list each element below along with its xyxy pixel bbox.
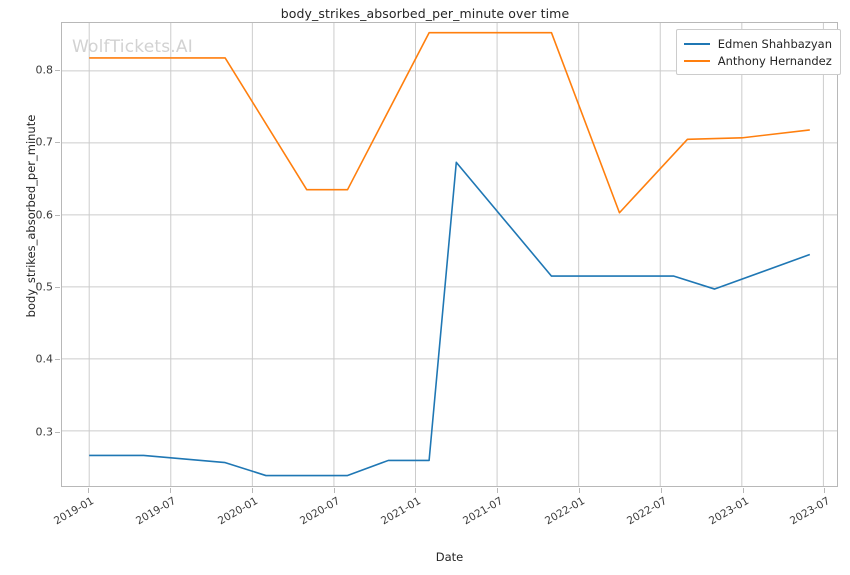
- y-tick-mark: [55, 70, 60, 72]
- y-tick-mark: [55, 287, 60, 289]
- x-tick-label: 2021-07: [461, 495, 506, 528]
- y-tick-mark: [55, 359, 60, 361]
- x-tick-label: 2021-01: [379, 495, 424, 528]
- x-tick-mark: [415, 488, 417, 493]
- x-tick-label: 2019-07: [134, 495, 179, 528]
- y-tick-label: 0.5: [35, 280, 54, 294]
- legend-color-swatch: [683, 42, 710, 45]
- x-tick-mark: [579, 488, 580, 493]
- legend-color-swatch: [683, 59, 710, 62]
- y-tick-label: 0.8: [35, 63, 54, 77]
- x-tick-mark: [742, 488, 744, 493]
- legend-entry[interactable]: Edmen Shahbazyan: [683, 35, 832, 52]
- x-tick-mark: [333, 488, 335, 493]
- chart-legend[interactable]: Edmen Shahbazyan Anthony Hernandez: [675, 29, 841, 75]
- series-line: [89, 31, 810, 214]
- watermark-layer: WolfTickets.AI: [62, 23, 837, 486]
- x-tick-mark: [251, 488, 253, 493]
- x-tick-label: 2023-01: [706, 495, 751, 528]
- x-tick-mark: [824, 488, 826, 493]
- y-tick-label: 0.6: [35, 208, 54, 222]
- legend-entry[interactable]: Anthony Hernandez: [683, 52, 832, 69]
- watermark-text: WolfTickets.AI: [72, 37, 193, 57]
- x-tick-label: 2022-01: [543, 495, 587, 528]
- y-tick-label: 0.4: [35, 352, 54, 366]
- y-tick-label: 0.3: [35, 425, 54, 439]
- legend-label: Anthony Hernandez: [717, 53, 832, 68]
- x-tick-label: 2023-07: [788, 495, 833, 528]
- x-tick-label: 2022-07: [624, 495, 669, 528]
- legend-label: Edmen Shahbazyan: [717, 36, 832, 51]
- x-axis-tick-labels: 2019-01 2019-07 2020-01 2020-07 2021-01 2021-…: [52, 487, 838, 547]
- x-tick-mark: [660, 488, 662, 493]
- chart-title: body_strikes_absorbed_per_minute over ti…: [280, 6, 570, 21]
- y-tick-mark: [55, 214, 60, 216]
- series-lines: [89, 31, 811, 477]
- y-tick-label: 0.7: [35, 135, 54, 149]
- y-axis-tick-labels: 0.3 0.4 0.5 0.6 0.7 0.8: [0, 22, 54, 487]
- series-line: [89, 161, 811, 477]
- x-axis-label: Date: [435, 550, 464, 564]
- x-tick-label: 2019-01: [52, 495, 97, 528]
- x-tick-mark: [497, 488, 499, 493]
- plot-area: WolfTickets.AI: [61, 22, 838, 487]
- y-tick-mark: [55, 142, 60, 144]
- y-tick-mark: [55, 431, 60, 433]
- x-tick-mark: [170, 488, 172, 493]
- x-tick-label: 2020-07: [297, 495, 342, 528]
- x-tick-mark: [88, 488, 90, 493]
- x-tick-label: 2020-01: [215, 495, 260, 528]
